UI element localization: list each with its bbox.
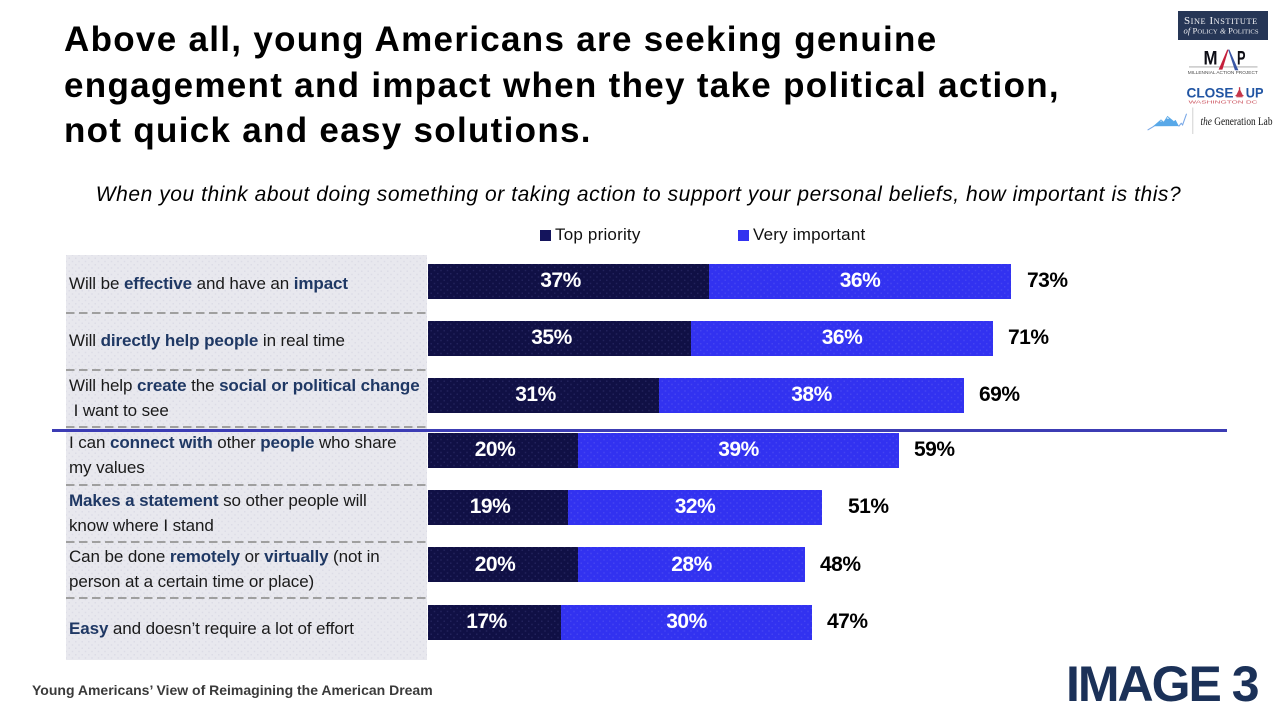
svg-text:CLOSE: CLOSE xyxy=(1187,85,1234,100)
svg-text:UP: UP xyxy=(1246,85,1264,100)
svg-text:the Generation Lab: the Generation Lab xyxy=(1201,116,1273,128)
svg-text:P: P xyxy=(1237,49,1246,70)
svg-text:MILLENNIAL ACTION PROJECT: MILLENNIAL ACTION PROJECT xyxy=(1188,70,1258,75)
svg-text:SINE INSTITUTE: SINE INSTITUTE xyxy=(1184,15,1258,27)
svg-text:WASHINGTON DC: WASHINGTON DC xyxy=(1189,99,1258,104)
svg-text:of POLICY & POLITICS: of POLICY & POLITICS xyxy=(1184,25,1259,35)
svg-text:M: M xyxy=(1204,49,1218,70)
